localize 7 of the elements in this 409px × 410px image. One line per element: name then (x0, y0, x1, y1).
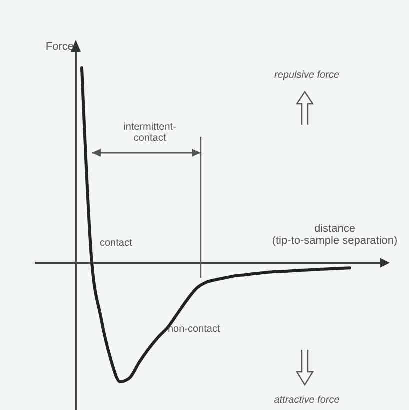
annotation: non-contact (168, 324, 220, 335)
x-axis-title: distance (tip-to-sample separation) (272, 223, 398, 247)
text: attractive force (274, 395, 340, 406)
annotation: contact (100, 238, 132, 249)
annotation: repulsive force (274, 70, 340, 81)
annotation: intermittent-contact (124, 122, 176, 144)
y-axis-title: Force (46, 41, 74, 53)
